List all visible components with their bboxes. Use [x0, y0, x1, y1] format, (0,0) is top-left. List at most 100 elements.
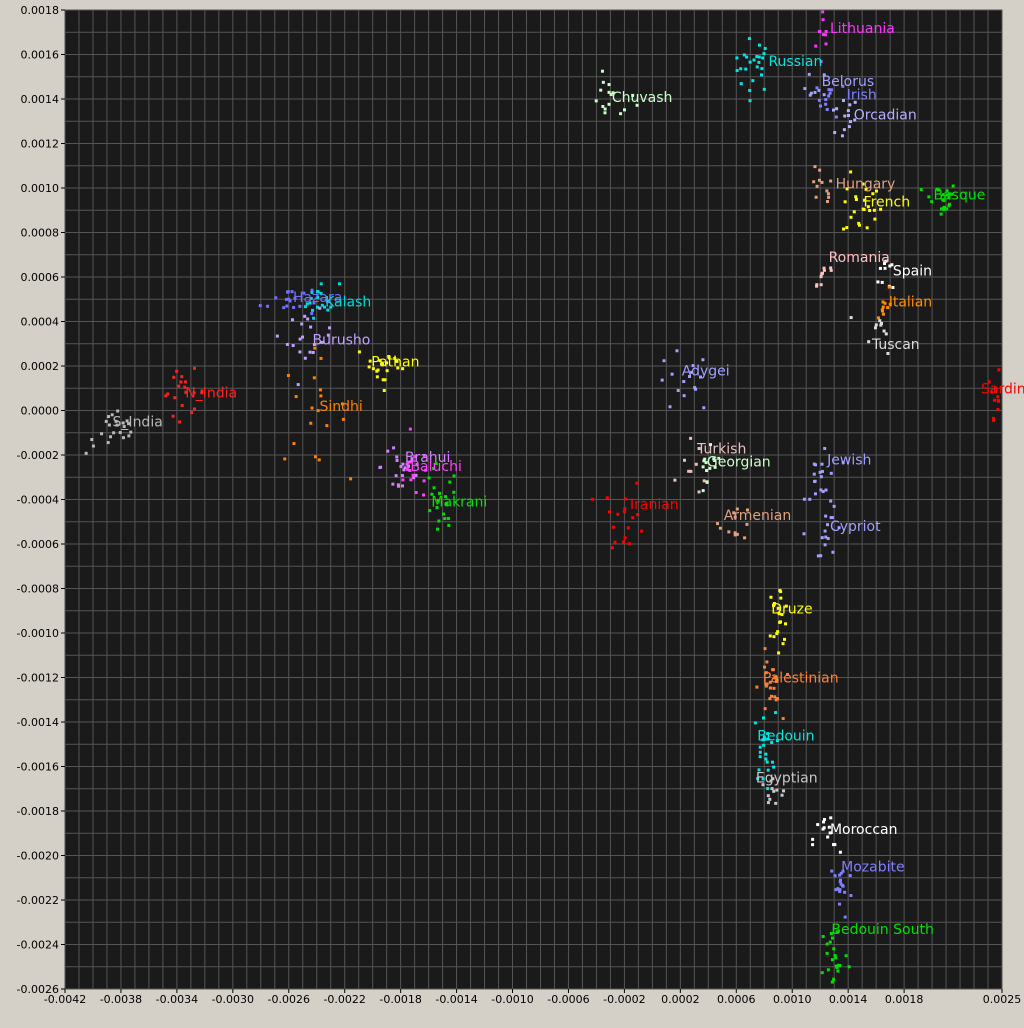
- data-point: [727, 530, 731, 534]
- data-point: [765, 760, 769, 764]
- data-point: [190, 411, 194, 415]
- group-label: Irish: [847, 88, 877, 104]
- y-tick-label: -0.0008: [17, 583, 59, 596]
- data-point: [735, 507, 739, 511]
- data-point: [180, 375, 184, 379]
- data-point: [770, 787, 774, 791]
- data-point: [607, 510, 611, 514]
- data-point: [835, 930, 839, 934]
- data-point: [839, 871, 843, 875]
- group-romania: [815, 266, 833, 288]
- data-point: [769, 595, 773, 599]
- data-point: [802, 532, 806, 536]
- data-point: [310, 308, 314, 312]
- data-point: [830, 980, 834, 984]
- data-point: [177, 384, 181, 388]
- data-point: [318, 306, 322, 310]
- group-label: Sindhi: [320, 399, 363, 415]
- data-point: [820, 469, 824, 473]
- group-label: Moroccan: [830, 822, 898, 838]
- data-point: [368, 359, 372, 363]
- data-point: [848, 103, 852, 107]
- data-point: [607, 90, 611, 94]
- data-point: [758, 755, 762, 759]
- data-point: [367, 365, 371, 369]
- data-point: [733, 531, 737, 535]
- data-point: [611, 525, 615, 529]
- data-point: [829, 268, 833, 272]
- data-point: [312, 301, 316, 305]
- data-point: [849, 215, 853, 219]
- group-label: Russian: [768, 54, 822, 70]
- x-tick-label: 0.0002: [661, 993, 700, 1006]
- y-tick-label: 0.0018: [21, 4, 60, 17]
- data-point: [833, 954, 837, 958]
- group-label: Iranian: [630, 497, 679, 513]
- data-point: [378, 466, 382, 470]
- data-point: [814, 195, 818, 199]
- data-point: [382, 389, 386, 393]
- data-point: [822, 820, 826, 824]
- data-point: [883, 266, 887, 270]
- data-point: [408, 468, 412, 472]
- y-tick-label: 0.0010: [21, 182, 60, 195]
- data-point: [825, 523, 829, 527]
- data-point: [868, 209, 872, 213]
- data-point: [179, 380, 183, 384]
- data-point: [824, 29, 828, 33]
- data-point: [822, 266, 826, 270]
- data-point: [837, 526, 841, 530]
- data-point: [694, 387, 698, 391]
- data-point: [312, 376, 316, 380]
- x-tick-label: -0.0022: [323, 993, 365, 1006]
- data-point: [759, 73, 763, 77]
- data-point: [771, 777, 775, 781]
- data-point: [175, 369, 179, 373]
- data-point: [991, 419, 995, 423]
- data-point: [703, 457, 707, 461]
- data-point: [887, 285, 891, 289]
- data-point: [872, 208, 876, 212]
- data-point: [838, 902, 842, 906]
- data-point: [947, 204, 951, 208]
- data-point: [824, 535, 828, 539]
- x-tick-label: -0.0002: [603, 993, 645, 1006]
- data-point: [326, 300, 330, 304]
- data-point: [702, 479, 706, 483]
- data-point: [427, 476, 431, 480]
- y-tick-label: -0.0022: [17, 894, 59, 907]
- y-tick-label: -0.0004: [17, 494, 59, 507]
- group-palestinian: [755, 647, 790, 721]
- data-point: [693, 386, 697, 390]
- data-point: [761, 777, 765, 781]
- data-point: [842, 99, 846, 103]
- data-point: [819, 283, 823, 287]
- data-point: [309, 421, 313, 425]
- data-point: [829, 932, 833, 936]
- data-point: [300, 322, 304, 326]
- data-point: [395, 359, 399, 363]
- group-label: Georgian: [707, 455, 771, 471]
- data-point: [758, 745, 762, 749]
- data-point: [704, 461, 708, 465]
- data-point: [319, 394, 323, 398]
- data-point: [619, 112, 623, 116]
- data-point: [832, 108, 836, 112]
- group-label: Jewish: [826, 452, 871, 468]
- data-point: [184, 390, 188, 394]
- data-point: [762, 87, 766, 91]
- data-point: [408, 427, 412, 431]
- group-label: Baluchi: [410, 459, 461, 475]
- data-point: [768, 797, 772, 801]
- data-point: [697, 490, 701, 494]
- data-point: [826, 537, 830, 541]
- data-point: [616, 512, 620, 516]
- data-point: [733, 515, 737, 519]
- data-point: [823, 446, 827, 450]
- group-orcadian: [832, 99, 857, 138]
- data-point: [708, 466, 712, 470]
- data-point: [784, 622, 788, 626]
- data-point: [392, 446, 396, 450]
- data-point: [613, 540, 617, 544]
